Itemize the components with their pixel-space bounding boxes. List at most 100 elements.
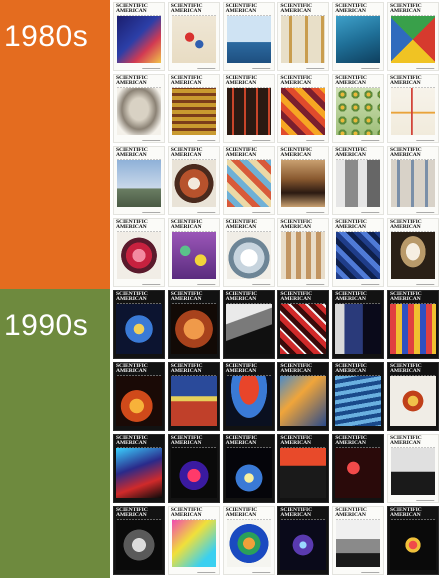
cover-artwork (390, 16, 435, 63)
cover-masthead: SCIENTIFIC AMERICAN (170, 3, 203, 15)
cover-masthead: SCIENTIFIC AMERICAN (116, 291, 148, 303)
magazine-cover: SCIENTIFIC AMERICAN (167, 362, 220, 431)
cover-artwork (281, 16, 326, 63)
magazine-cover: SCIENTIFIC AMERICAN (386, 362, 439, 431)
cover-artwork (170, 304, 217, 354)
magazine-cover: SCIENTIFIC AMERICAN (113, 218, 165, 287)
cover-artwork (116, 520, 162, 570)
cover-date-mark (196, 568, 217, 573)
cover-artwork (390, 160, 435, 207)
cover-artwork (116, 448, 162, 498)
magazine-cover: SCIENTIFIC AMERICAN (222, 74, 275, 143)
cover-artwork (390, 448, 435, 495)
magazine-cover: SCIENTIFIC AMERICAN (222, 146, 275, 215)
cover-date-mark (416, 64, 436, 69)
cover-date-mark (416, 136, 436, 141)
cover-masthead: SCIENTIFIC AMERICAN (280, 3, 313, 15)
cover-artwork (226, 232, 271, 279)
cover-masthead: SCIENTIFIC AMERICAN (389, 219, 422, 231)
magazine-cover: SCIENTIFIC AMERICAN (277, 2, 330, 71)
cover-masthead: SCIENTIFIC AMERICAN (225, 435, 258, 447)
cover-artwork (117, 160, 161, 207)
cover-date-mark (142, 136, 162, 141)
magazine-cover: SCIENTIFIC AMERICAN (222, 2, 275, 71)
cover-masthead: SCIENTIFIC AMERICAN (389, 147, 422, 159)
cover-masthead: SCIENTIFIC AMERICAN (280, 507, 313, 519)
cover-masthead: SCIENTIFIC AMERICAN (389, 3, 422, 15)
cover-masthead: SCIENTIFIC AMERICAN (225, 219, 258, 231)
cover-masthead: SCIENTIFIC AMERICAN (335, 219, 367, 231)
cover-date-mark (251, 64, 272, 69)
cover-artwork (225, 448, 272, 498)
cover-masthead: SCIENTIFIC AMERICAN (389, 363, 422, 375)
cover-artwork (336, 520, 381, 567)
cover-masthead: SCIENTIFIC AMERICAN (280, 363, 313, 375)
cover-artwork (389, 520, 436, 570)
magazine-cover: SCIENTIFIC AMERICAN (386, 290, 439, 359)
cover-artwork (335, 376, 382, 426)
magazine-cover: SCIENTIFIC AMERICAN (386, 506, 439, 575)
cover-artwork (117, 232, 161, 279)
magazine-cover: SCIENTIFIC AMERICAN (167, 218, 220, 287)
cover-date-mark (361, 208, 382, 213)
cover-date-mark (251, 280, 272, 285)
magazine-cover: SCIENTIFIC AMERICAN (167, 2, 220, 71)
magazine-cover: SCIENTIFIC AMERICAN (277, 74, 330, 143)
magazine-cover: SCIENTIFIC AMERICAN (386, 146, 439, 215)
cover-masthead: SCIENTIFIC AMERICAN (335, 435, 367, 447)
magazine-cover: SCIENTIFIC AMERICAN (167, 74, 220, 143)
cover-date-mark (251, 568, 272, 573)
cover-artwork (336, 16, 381, 63)
cover-masthead: SCIENTIFIC AMERICAN (335, 363, 367, 375)
cover-artwork (171, 232, 216, 279)
magazine-cover: SCIENTIFIC AMERICAN (277, 218, 330, 287)
cover-masthead: SCIENTIFIC AMERICAN (170, 219, 203, 231)
magazine-cover: SCIENTIFIC AMERICAN (332, 218, 385, 287)
magazine-cover: SCIENTIFIC AMERICAN (113, 146, 165, 215)
magazine-cover: SCIENTIFIC AMERICAN (332, 290, 385, 359)
cover-masthead: SCIENTIFIC AMERICAN (389, 291, 422, 303)
cover-date-mark (196, 64, 217, 69)
cover-artwork (389, 304, 436, 354)
cover-date-mark (306, 136, 327, 141)
cover-artwork (389, 376, 436, 426)
cover-grid: SCIENTIFIC AMERICAN SCIENTIFIC AMERICAN SC… (113, 2, 439, 576)
cover-masthead: SCIENTIFIC AMERICAN (280, 291, 313, 303)
cover-masthead: SCIENTIFIC AMERICAN (280, 147, 313, 159)
cover-masthead: SCIENTIFIC AMERICAN (116, 75, 148, 87)
magazine-cover: SCIENTIFIC AMERICAN (332, 74, 385, 143)
magazine-cover: SCIENTIFIC AMERICAN (386, 434, 439, 503)
magazine-cover: SCIENTIFIC AMERICAN (222, 362, 275, 431)
cover-artwork (280, 448, 327, 498)
cover-masthead: SCIENTIFIC AMERICAN (116, 219, 148, 231)
cover-masthead: SCIENTIFIC AMERICAN (116, 147, 148, 159)
cover-masthead: SCIENTIFIC AMERICAN (280, 219, 313, 231)
cover-date-mark (251, 136, 272, 141)
magazine-cover: SCIENTIFIC AMERICAN (113, 290, 165, 359)
cover-masthead: SCIENTIFIC AMERICAN (335, 75, 367, 87)
cover-artwork (281, 160, 326, 207)
cover-date-mark (196, 136, 217, 141)
cover-masthead: SCIENTIFIC AMERICAN (225, 75, 258, 87)
cover-masthead: SCIENTIFIC AMERICAN (170, 291, 203, 303)
cover-artwork (170, 448, 217, 498)
cover-artwork (335, 304, 382, 354)
magazine-cover: SCIENTIFIC AMERICAN (386, 2, 439, 71)
cover-date-mark (416, 280, 436, 285)
cover-date-mark (361, 280, 382, 285)
cover-date-mark (361, 64, 382, 69)
cover-masthead: SCIENTIFIC AMERICAN (225, 291, 258, 303)
magazine-cover: SCIENTIFIC AMERICAN (222, 290, 275, 359)
magazine-cover: SCIENTIFIC AMERICAN (277, 434, 330, 503)
cover-artwork (171, 520, 216, 567)
magazine-cover: SCIENTIFIC AMERICAN (332, 434, 385, 503)
magazine-cover: SCIENTIFIC AMERICAN (167, 506, 220, 575)
magazine-cover: SCIENTIFIC AMERICAN (332, 2, 385, 71)
cover-masthead: SCIENTIFIC AMERICAN (389, 75, 422, 87)
cover-artwork (390, 232, 435, 279)
cover-artwork (171, 16, 216, 63)
cover-artwork (117, 88, 161, 135)
magazine-cover: SCIENTIFIC AMERICAN (277, 146, 330, 215)
cover-date-mark (196, 280, 217, 285)
magazine-cover: SCIENTIFIC AMERICAN (113, 362, 165, 431)
